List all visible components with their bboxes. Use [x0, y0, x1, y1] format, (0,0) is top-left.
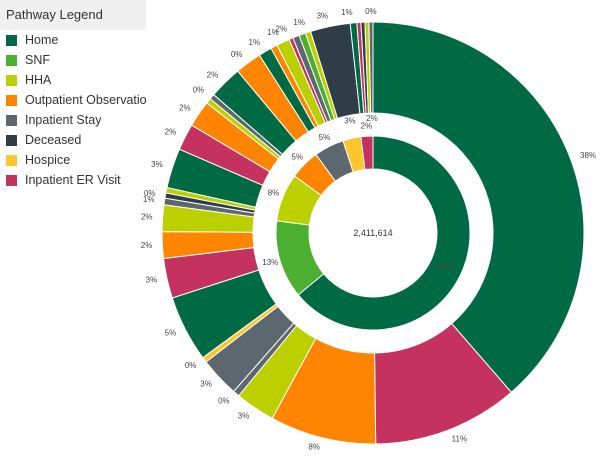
data-label: 38%: [580, 151, 596, 160]
data-label: 2%: [141, 213, 153, 222]
legend-swatch: [6, 134, 17, 146]
data-label: 13%: [262, 258, 278, 267]
legend-label: Outpatient Observatio: [25, 93, 147, 107]
data-label: 2%: [276, 24, 288, 33]
outer-ring-slice[interactable]: [368, 21, 374, 114]
data-label: 3%: [200, 379, 212, 388]
legend-item[interactable]: HHA: [0, 70, 148, 90]
data-label: 1%: [143, 195, 155, 204]
data-label: 5%: [319, 133, 331, 142]
data-label: 0%: [231, 50, 243, 59]
data-label: 8%: [308, 443, 320, 452]
inner-ring-slice[interactable]: [297, 135, 471, 331]
data-label: 0%: [185, 361, 197, 370]
data-label: 2%: [366, 114, 378, 123]
legend: Pathway Legend Home SNF HHA Outpatient Obse…: [0, 0, 148, 190]
legend-swatch: [6, 154, 17, 166]
inner-ring-slice[interactable]: [360, 135, 374, 171]
data-label: 0%: [193, 85, 205, 94]
legend-item[interactable]: Deceased: [0, 130, 148, 150]
legend-swatch: [6, 34, 17, 46]
data-label: 0%: [144, 189, 156, 198]
legend-swatch: [6, 54, 17, 66]
legend-item[interactable]: Inpatient Stay: [0, 110, 148, 130]
data-label: 1%: [341, 8, 353, 17]
center-total: 2,411,614: [353, 228, 392, 238]
legend-item[interactable]: Hospice: [0, 150, 148, 170]
outer-ring: [161, 21, 585, 445]
data-label: 3%: [151, 160, 163, 169]
legend-item[interactable]: Home: [0, 30, 148, 50]
data-labels: 38%11%8%3%0%3%0%5%3%2%2%1%0%3%2%2%0%2%0%…: [141, 7, 596, 452]
legend-swatch: [6, 174, 17, 186]
data-label: 3%: [146, 276, 158, 285]
data-label: 3%: [317, 12, 329, 21]
legend-label: Hospice: [25, 153, 71, 167]
legend-swatch: [6, 74, 17, 86]
inner-ring: [275, 135, 471, 331]
data-label: 0%: [218, 396, 230, 405]
data-label: 5%: [165, 329, 177, 338]
legend-title: Pathway Legend: [0, 0, 146, 30]
legend-label: Inpatient Stay: [25, 113, 102, 127]
data-label: 11%: [452, 435, 467, 444]
legend-item[interactable]: Inpatient ER Visit: [0, 170, 148, 190]
legend-label: HHA: [25, 73, 52, 87]
legend-items: Home SNF HHA Outpatient Observatio Inpatient…: [0, 30, 148, 190]
legend-label: Deceased: [25, 133, 82, 147]
data-label: 2%: [165, 128, 177, 137]
data-label: 2%: [361, 121, 373, 130]
legend-item[interactable]: SNF: [0, 50, 148, 70]
data-label: 2%: [141, 241, 153, 250]
legend-label: Inpatient ER Visit: [25, 173, 121, 187]
data-label: 3%: [238, 411, 250, 420]
legend-swatch: [6, 114, 17, 126]
data-label: 5%: [292, 152, 304, 161]
legend-label: SNF: [25, 53, 50, 67]
data-label: 8%: [268, 189, 280, 198]
data-label: 2%: [179, 103, 191, 112]
data-label: 0%: [365, 7, 377, 16]
legend-label: Home: [25, 33, 59, 47]
legend-swatch: [6, 94, 17, 106]
data-label: 1%: [293, 18, 305, 27]
outer-ring-slice[interactable]: [372, 21, 585, 394]
data-label: 1%: [267, 28, 279, 37]
data-label: 3%: [344, 116, 356, 125]
data-label: 2%: [207, 70, 219, 79]
data-label: 1%: [249, 38, 261, 47]
legend-item[interactable]: Outpatient Observatio: [0, 90, 148, 110]
data-label: 64%: [437, 262, 453, 271]
